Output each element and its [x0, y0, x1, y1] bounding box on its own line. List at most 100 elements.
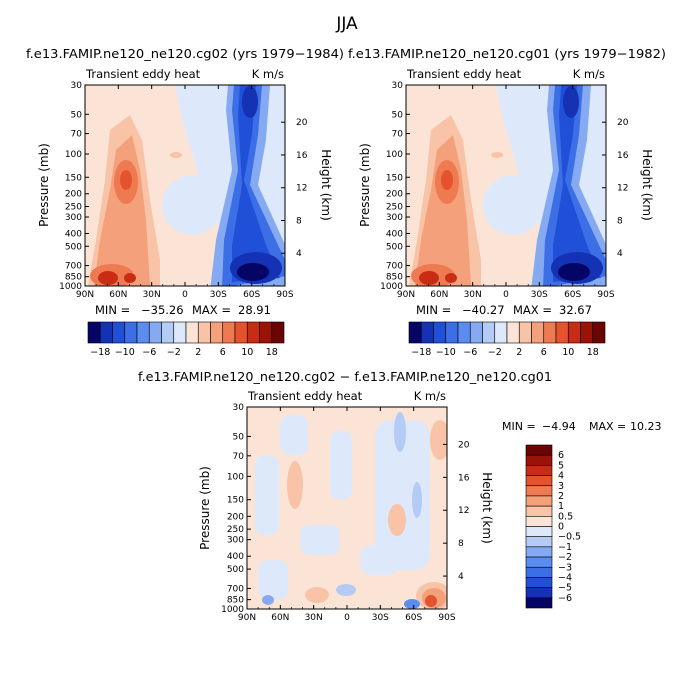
xtick-label: 90S — [438, 613, 455, 623]
ytick-label: 100 — [227, 472, 244, 482]
colorbar-box — [99, 321, 113, 344]
xtick-label: 60N — [430, 290, 448, 300]
colorbar-tick-label: 18 — [587, 347, 599, 358]
colorbar-box — [525, 566, 553, 578]
panel-1: f.e13.FAMIP.ne120_ne120.cg02 (yrs 1979−1… — [26, 46, 344, 358]
xtick-label: 60S — [405, 613, 422, 623]
colorbar-tick-label: −18 — [90, 347, 110, 358]
colorbar-box — [525, 546, 553, 558]
ytick-label: 1000 — [59, 282, 82, 292]
y2tick-label: 4 — [296, 249, 302, 259]
colorbar-box — [525, 516, 553, 527]
ytick-label: 250 — [65, 203, 82, 213]
xtick-label: 90N — [397, 290, 415, 300]
ytick-label: 150 — [227, 496, 244, 506]
colorbar-box — [567, 321, 581, 344]
colorbar-tick-label: 3 — [558, 481, 564, 492]
panel-1-ylabel: Pressure (mb) — [37, 143, 51, 227]
season-title: JJA — [335, 14, 358, 34]
colorbar-tick-label: 5 — [558, 460, 564, 471]
colorbar-box — [518, 321, 532, 344]
colorbar-tick-label: 2 — [516, 347, 522, 358]
panel-3-field — [247, 407, 447, 609]
colorbar-box — [525, 597, 553, 609]
panel-2: f.e13.FAMIP.ne120_ne120.cg01 (yrs 1979−1… — [348, 46, 666, 358]
ytick-label: 500 — [227, 565, 244, 575]
ytick-label: 100 — [65, 150, 82, 160]
panel-1-field — [85, 85, 285, 286]
panel-1-min-label: MIN = — [95, 303, 130, 317]
colorbar-box — [234, 321, 248, 344]
colorbar-box — [445, 321, 459, 344]
panel-1-axes: 90N 60N 30N 0 30S 60S 90S 30 50 70 100 150 200 250300… — [59, 81, 308, 300]
ytick-label: 300 — [386, 213, 403, 223]
panel-3-y2label: Height (km) — [480, 472, 494, 543]
panel-2-min-value: −40.27 — [462, 303, 505, 317]
colorbar-box — [525, 495, 553, 507]
colorbar-box — [408, 321, 422, 344]
xtick-label: 0 — [344, 613, 350, 623]
ytick-label: 700 — [227, 584, 244, 594]
colorbar-tick-label: −3 — [558, 562, 572, 573]
colorbar-box — [148, 321, 162, 344]
ytick-label: 400 — [386, 229, 403, 239]
colorbar-box — [112, 321, 126, 344]
panel-1-title: f.e13.FAMIP.ne120_ne120.cg02 (yrs 1979−1… — [26, 46, 344, 61]
xtick-label: 30N — [464, 290, 482, 300]
panel-1-left-label: Transient eddy heat — [85, 67, 201, 81]
panel-3-max-label: MAX = — [589, 420, 626, 433]
colorbar-tick-label: 10 — [562, 347, 574, 358]
colorbar-tick-label: 1 — [558, 501, 564, 512]
panel-1-max-label: MAX = — [192, 303, 231, 317]
xtick-label: 60S — [243, 290, 260, 300]
colorbar-tick-label: −5 — [558, 583, 572, 594]
colorbar-tick-label: −10 — [436, 347, 456, 358]
colorbar-box — [506, 321, 520, 344]
colorbar-box — [271, 321, 285, 344]
xtick-label: 30N — [143, 290, 161, 300]
colorbar-tick-label: 18 — [266, 347, 278, 358]
ytick-label: 300 — [65, 213, 82, 223]
ytick-label: 850 — [65, 273, 82, 283]
panel-2-colorbar: −18 −10 −6 −2 2 6 10 18 — [408, 321, 606, 358]
panel-1-y2label: Height (km) — [319, 149, 333, 220]
y2tick-label: 20 — [458, 440, 470, 450]
colorbar-box — [525, 587, 553, 599]
colorbar-tick-label: −2 — [167, 347, 181, 358]
panel-2-y2label: Height (km) — [640, 149, 654, 220]
colorbar-box — [525, 454, 553, 466]
ytick-label: 400 — [227, 552, 244, 562]
colorbar-box — [259, 321, 273, 344]
colorbar-box — [494, 321, 508, 344]
ytick-label: 1000 — [221, 605, 244, 615]
xtick-label: 90N — [238, 613, 256, 623]
ytick-label: 850 — [227, 596, 244, 606]
ytick-label: 700 — [65, 262, 82, 272]
colorbar-tick-label: −1 — [558, 542, 572, 553]
panel-3-left-label: Transient eddy heat — [247, 389, 363, 403]
ytick-label: 100 — [386, 150, 403, 160]
panel-1-max-value: 28.91 — [238, 303, 271, 317]
ytick-label: 70 — [71, 130, 83, 140]
colorbar-box — [420, 321, 434, 344]
ytick-label: 500 — [65, 242, 82, 252]
y2tick-label: 16 — [296, 151, 308, 161]
ytick-label: 30 — [392, 81, 404, 91]
colorbar-tick-label: 0 — [558, 522, 564, 533]
panel-3-units: K m/s — [414, 389, 446, 403]
y2tick-label: 8 — [296, 216, 302, 226]
xtick-label: 60S — [564, 290, 581, 300]
colorbar-tick-label: −10 — [115, 347, 135, 358]
ytick-label: 50 — [392, 110, 404, 120]
ytick-label: 30 — [233, 403, 245, 413]
panel-2-ylabel: Pressure (mb) — [358, 143, 372, 227]
colorbar-box — [525, 465, 553, 476]
colorbar-tick-label: 6 — [220, 347, 226, 358]
colorbar-box — [525, 536, 553, 548]
xtick-label: 0 — [182, 290, 188, 300]
xtick-label: 30S — [531, 290, 548, 300]
colorbar-box — [525, 505, 553, 517]
panel-3-ylabel: Pressure (mb) — [198, 466, 212, 550]
ytick-label: 300 — [227, 536, 244, 546]
